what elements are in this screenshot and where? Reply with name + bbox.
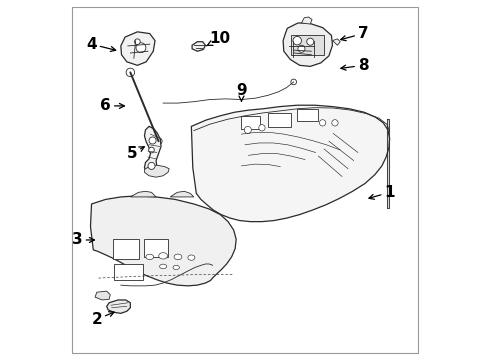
Ellipse shape bbox=[160, 264, 167, 269]
Text: 7: 7 bbox=[341, 26, 368, 41]
Polygon shape bbox=[145, 165, 169, 177]
Polygon shape bbox=[121, 32, 155, 66]
Polygon shape bbox=[301, 17, 312, 24]
Polygon shape bbox=[192, 105, 390, 222]
Bar bbox=[297, 109, 318, 121]
Circle shape bbox=[332, 120, 338, 126]
Polygon shape bbox=[107, 300, 130, 313]
Circle shape bbox=[293, 36, 301, 45]
Polygon shape bbox=[192, 42, 205, 51]
Circle shape bbox=[136, 43, 146, 53]
Text: 1: 1 bbox=[369, 185, 395, 200]
Text: 8: 8 bbox=[341, 58, 368, 73]
Bar bbox=[114, 264, 143, 280]
Text: 5: 5 bbox=[127, 146, 145, 161]
Bar bbox=[291, 35, 324, 55]
Ellipse shape bbox=[173, 265, 179, 270]
Bar bbox=[113, 239, 139, 259]
Polygon shape bbox=[91, 196, 236, 286]
Text: 6: 6 bbox=[100, 98, 124, 113]
Ellipse shape bbox=[159, 253, 168, 259]
Ellipse shape bbox=[146, 254, 154, 260]
Text: 4: 4 bbox=[86, 37, 116, 52]
Bar bbox=[268, 113, 291, 127]
Ellipse shape bbox=[188, 255, 195, 260]
Circle shape bbox=[148, 162, 155, 170]
Circle shape bbox=[126, 68, 135, 77]
Polygon shape bbox=[387, 119, 389, 208]
Text: 9: 9 bbox=[236, 82, 247, 102]
Text: 10: 10 bbox=[206, 31, 231, 46]
Bar bbox=[241, 116, 260, 129]
Circle shape bbox=[155, 138, 162, 145]
Text: 2: 2 bbox=[91, 312, 114, 327]
Circle shape bbox=[245, 126, 251, 134]
Polygon shape bbox=[170, 191, 194, 197]
Circle shape bbox=[135, 39, 140, 45]
Polygon shape bbox=[283, 23, 333, 66]
Polygon shape bbox=[145, 126, 161, 174]
Text: 3: 3 bbox=[72, 233, 95, 247]
Polygon shape bbox=[95, 291, 110, 300]
Polygon shape bbox=[130, 191, 156, 197]
Circle shape bbox=[298, 45, 305, 52]
Circle shape bbox=[259, 125, 265, 131]
Polygon shape bbox=[333, 39, 340, 45]
Bar bbox=[145, 239, 169, 257]
Circle shape bbox=[291, 79, 296, 85]
Circle shape bbox=[307, 38, 314, 45]
Ellipse shape bbox=[174, 254, 182, 260]
Circle shape bbox=[149, 137, 156, 144]
Circle shape bbox=[148, 147, 154, 153]
Circle shape bbox=[319, 120, 326, 126]
